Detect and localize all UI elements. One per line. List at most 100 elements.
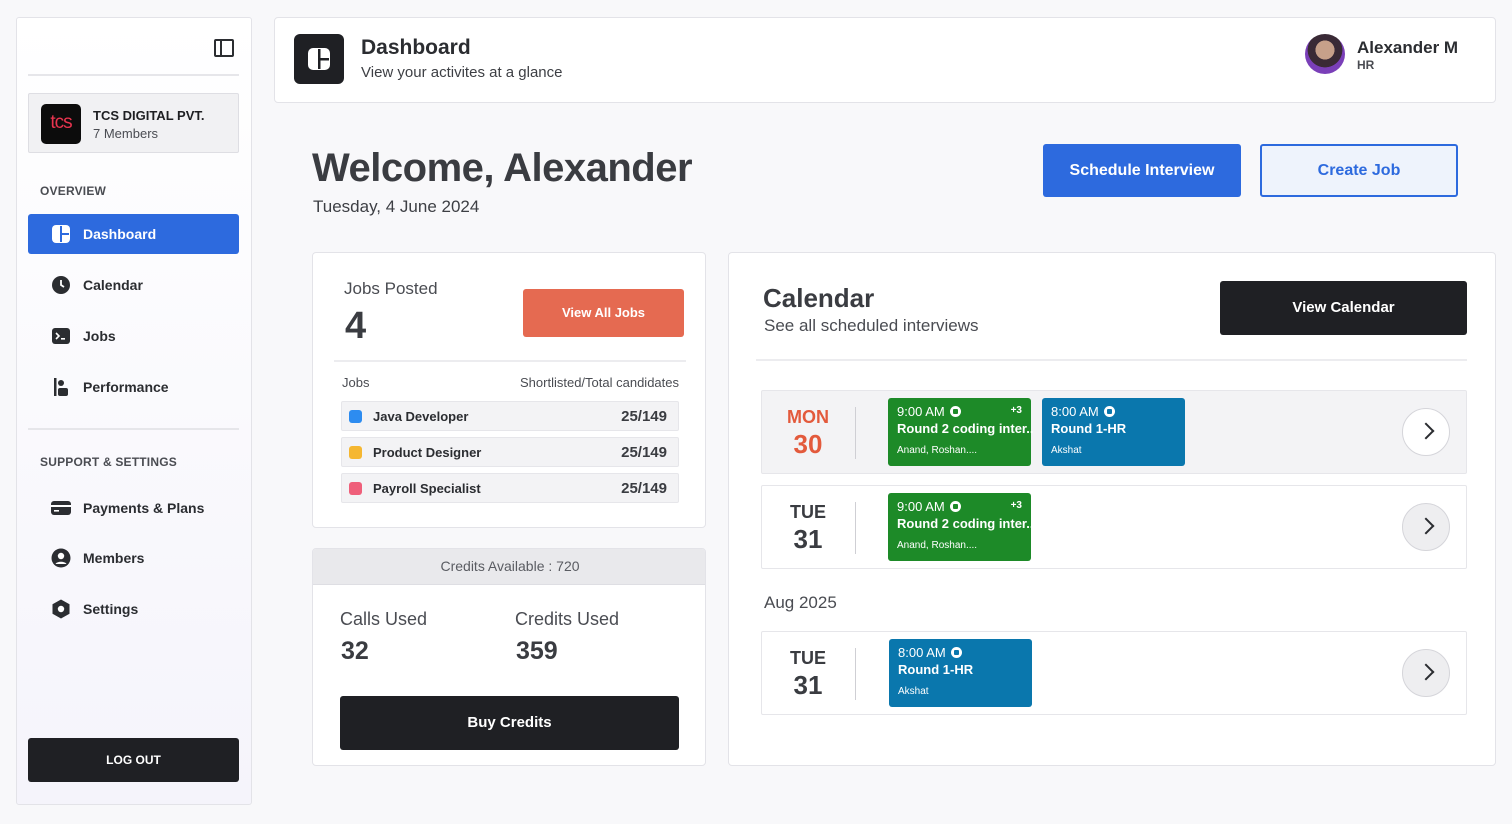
settings-icon bbox=[52, 599, 70, 619]
event-time: 8:00 AM bbox=[898, 645, 946, 660]
current-date: Tuesday, 4 June 2024 bbox=[313, 197, 480, 216]
clock-icon bbox=[52, 276, 70, 294]
event-round: Round 2 coding inter.. bbox=[897, 516, 1034, 531]
event-time: 8:00 AM bbox=[1051, 404, 1099, 419]
job-name: Product Designer bbox=[373, 445, 482, 460]
event-people: Anand, Roshan.... bbox=[897, 445, 978, 456]
sidebar-item-label: Payments & Plans bbox=[83, 500, 205, 516]
view-calendar-button[interactable]: View Calendar bbox=[1220, 281, 1467, 335]
org-name: TCS DIGITAL PVT. bbox=[93, 108, 205, 123]
event-time-line: 8:00 AM bbox=[1051, 404, 1185, 419]
job-name: Payroll Specialist bbox=[373, 481, 481, 496]
interview-event[interactable]: 9:00 AM +3 Round 2 coding inter.. Anand,… bbox=[888, 398, 1034, 466]
day-number: 30 bbox=[793, 429, 823, 459]
record-icon bbox=[949, 501, 961, 512]
divider bbox=[855, 648, 856, 700]
credits-available: Credits Available : 720 bbox=[313, 549, 705, 585]
interview-event[interactable]: 8:00 AM Round 1-HR Akshat bbox=[1042, 398, 1185, 466]
weekday: TUE bbox=[790, 648, 826, 668]
job-row[interactable]: Product Designer 25/149 bbox=[341, 437, 679, 467]
event-time-line: 8:00 AM bbox=[898, 645, 1032, 660]
divider bbox=[855, 407, 856, 459]
record-icon bbox=[1103, 406, 1115, 417]
page-subtitle: View your activites at a glance bbox=[361, 64, 563, 81]
sidebar: tcs TCS DIGITAL PVT. 7 Members OVERVIEW … bbox=[16, 17, 252, 805]
event-round: Round 2 coding inter.. bbox=[897, 421, 1034, 436]
top-header: Dashboard View your activites at a glanc… bbox=[274, 17, 1496, 103]
divider bbox=[28, 428, 239, 430]
calls-used-label: Calls Used bbox=[340, 609, 428, 629]
job-row[interactable]: Java Developer 25/149 bbox=[341, 401, 679, 431]
chevron-right-icon bbox=[1417, 422, 1435, 440]
sidebar-item-label: Calendar bbox=[83, 277, 143, 293]
sidebar-item-jobs[interactable]: Jobs bbox=[28, 316, 239, 356]
create-job-button[interactable]: Create Job bbox=[1260, 144, 1458, 197]
job-icon bbox=[349, 410, 362, 423]
credits-used-value: 359 bbox=[516, 637, 558, 665]
sidebar-item-members[interactable]: Members bbox=[28, 538, 239, 578]
card-icon bbox=[51, 501, 71, 515]
dashboard-icon bbox=[52, 225, 70, 243]
next-day-button[interactable] bbox=[1402, 649, 1450, 697]
calendar-day-row: TUE 31 9:00 AM +3 Round 2 coding inter..… bbox=[761, 485, 1467, 569]
day-number: 31 bbox=[793, 670, 823, 700]
user-name[interactable]: Alexander M bbox=[1357, 38, 1459, 57]
schedule-interview-button[interactable]: Schedule Interview bbox=[1043, 144, 1241, 197]
credits-used-label: Credits Used bbox=[515, 609, 620, 629]
buy-credits-button[interactable]: Buy Credits bbox=[340, 696, 679, 750]
interview-event[interactable]: 8:00 AM Round 1-HR Akshat bbox=[889, 639, 1032, 707]
event-people: Akshat bbox=[1051, 445, 1082, 456]
jobs-posted-count: 4 bbox=[345, 305, 367, 347]
event-time: 9:00 AM bbox=[897, 499, 945, 514]
event-people: Akshat bbox=[898, 686, 929, 697]
logout-button[interactable]: LOG OUT bbox=[28, 738, 239, 782]
sidebar-item-label: Jobs bbox=[83, 328, 116, 344]
next-day-button[interactable] bbox=[1402, 503, 1450, 551]
job-count: 25/149 bbox=[621, 408, 667, 425]
shortlisted-column-header: Shortlisted/Total candidates bbox=[520, 375, 679, 390]
job-name: Java Developer bbox=[373, 409, 469, 424]
record-icon bbox=[949, 406, 961, 417]
jobs-posted-label: Jobs Posted bbox=[344, 279, 438, 298]
overview-label: OVERVIEW bbox=[40, 184, 107, 198]
calendar-day-row: TUE 31 8:00 AM Round 1-HR Akshat bbox=[761, 631, 1467, 715]
weekday: TUE bbox=[790, 502, 826, 522]
org-card[interactable]: tcs TCS DIGITAL PVT. 7 Members bbox=[28, 93, 239, 153]
sidebar-item-label: Performance bbox=[83, 379, 169, 395]
collapse-sidebar-icon[interactable] bbox=[214, 39, 234, 57]
sidebar-item-performance[interactable]: Performance bbox=[28, 367, 239, 407]
jobs-column-header: Jobs bbox=[342, 375, 370, 390]
chevron-right-icon bbox=[1417, 663, 1435, 681]
divider bbox=[756, 359, 1467, 361]
org-members: 7 Members bbox=[93, 126, 159, 141]
user-icon bbox=[51, 548, 71, 568]
job-icon bbox=[349, 482, 362, 495]
divider bbox=[28, 74, 239, 76]
job-row[interactable]: Payroll Specialist 25/149 bbox=[341, 473, 679, 503]
sidebar-item-label: Members bbox=[83, 550, 145, 566]
sidebar-item-settings[interactable]: Settings bbox=[28, 589, 239, 629]
jobs-card: Jobs Posted 4 View All Jobs Jobs Shortli… bbox=[312, 252, 706, 528]
page-title: Dashboard bbox=[361, 36, 471, 59]
calendar-title: Calendar bbox=[763, 283, 875, 313]
performance-icon bbox=[54, 378, 68, 396]
weekday: MON bbox=[787, 407, 829, 427]
view-all-jobs-button[interactable]: View All Jobs bbox=[523, 289, 684, 337]
divider bbox=[334, 360, 686, 362]
avatar[interactable] bbox=[1305, 34, 1345, 74]
event-round: Round 1-HR bbox=[898, 662, 974, 677]
event-people: Anand, Roshan.... bbox=[897, 540, 978, 551]
job-count: 25/149 bbox=[621, 480, 667, 497]
sidebar-item-payments[interactable]: Payments & Plans bbox=[28, 488, 239, 528]
org-logo: tcs bbox=[41, 104, 81, 144]
support-settings-label: SUPPORT & SETTINGS bbox=[40, 455, 177, 469]
sidebar-item-calendar[interactable]: Calendar bbox=[28, 265, 239, 305]
sidebar-item-dashboard[interactable]: Dashboard bbox=[28, 214, 239, 254]
calls-used-value: 32 bbox=[341, 637, 369, 665]
event-time-line: 9:00 AM bbox=[897, 404, 1031, 419]
event-round: Round 1-HR bbox=[1051, 421, 1127, 436]
next-day-button[interactable] bbox=[1402, 408, 1450, 456]
job-icon bbox=[349, 446, 362, 459]
interview-event[interactable]: 9:00 AM +3 Round 2 coding inter.. Anand,… bbox=[888, 493, 1034, 561]
month-label: Aug 2025 bbox=[764, 593, 837, 612]
